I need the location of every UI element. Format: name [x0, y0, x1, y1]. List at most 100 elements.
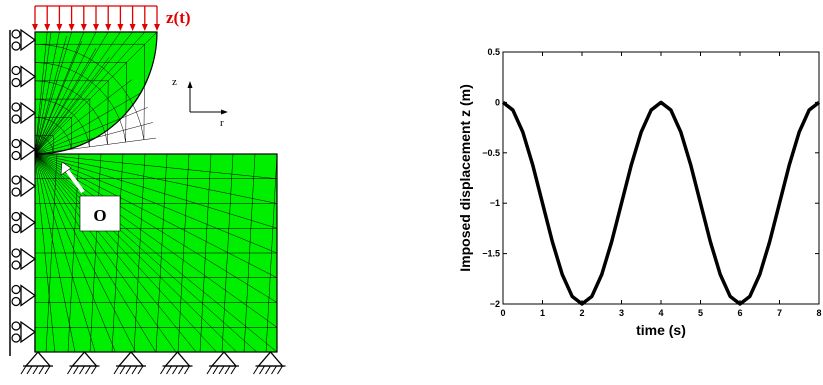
roller-icon [11, 175, 21, 185]
roller-icon [11, 187, 21, 197]
ground-hatch [166, 365, 172, 375]
ground-hatch [125, 365, 132, 375]
support-triangle-icon [20, 28, 37, 52]
ground-hatch [67, 365, 73, 375]
load-arrow-icon [117, 24, 124, 31]
mesh-edge [34, 31, 121, 155]
support-triangle-icon [117, 351, 145, 367]
support-triangle-icon [20, 284, 37, 307]
support-triangle-icon [20, 211, 37, 234]
load-arrow-icon [105, 24, 112, 31]
x-tick-label: 6 [737, 308, 742, 318]
mesh-edge [34, 31, 109, 155]
ground-hatch [224, 365, 231, 375]
mesh-ring [34, 117, 72, 150]
ground-hatch [253, 365, 259, 375]
ground-hatch [206, 365, 213, 375]
ground-hatch [271, 365, 277, 375]
left-roller-supports [11, 28, 37, 344]
roller-icon [11, 77, 21, 88]
roller-icon [11, 284, 21, 295]
roller-icon [11, 321, 21, 331]
ground-hatch [73, 365, 79, 375]
series-line-displacement [501, 100, 821, 306]
mesh-edge [34, 79, 132, 155]
ground-hatch [26, 365, 33, 375]
roller-icon [11, 260, 21, 270]
roller-icon [11, 211, 21, 222]
mesh-ring [34, 43, 146, 140]
ground-hatch [131, 365, 138, 375]
support-triangle-icon [20, 247, 37, 271]
support-triangle-icon [20, 174, 37, 198]
mesh-edge [265, 153, 278, 353]
ground-hatch [160, 365, 166, 375]
x-tick-label: 4 [658, 308, 663, 318]
load-arrow-icon [129, 24, 136, 31]
support-triangle-icon [210, 351, 238, 367]
x-tick-label: 0 [500, 308, 505, 318]
mesh-edge [199, 153, 212, 353]
y-tick-label: 0 [495, 97, 500, 107]
y-tick-label: 0.5 [487, 47, 500, 57]
y-tick-label: −0.5 [482, 148, 500, 158]
distributed-load-arrows [32, 5, 160, 31]
x-tick-label: 7 [777, 308, 782, 318]
mesh-edge [34, 57, 110, 155]
mesh-edge [34, 31, 97, 155]
z-axis-arrow-icon [187, 81, 193, 88]
roller-icon [11, 248, 21, 258]
x-tick-label: 1 [540, 308, 545, 318]
mesh-ring [34, 98, 91, 147]
mesh-edge [34, 122, 153, 155]
ground-hatch [218, 365, 225, 375]
roller-icon [11, 296, 21, 307]
ground-hatch [277, 365, 283, 375]
roller-icon [11, 41, 21, 51]
point-o-label: O [93, 206, 106, 225]
support-triangle-icon [71, 351, 98, 367]
mesh-edge [34, 153, 278, 179]
axis-z-label: z [172, 76, 177, 88]
x-axis-label: time (s) [636, 322, 686, 338]
roller-icon [11, 114, 21, 124]
support-triangle-icon [20, 320, 37, 344]
ground-hatch [44, 365, 51, 375]
mesh-edge [34, 31, 133, 155]
roller-icon [11, 223, 21, 234]
mesh-edge [34, 31, 48, 155]
mesh-edge [34, 36, 67, 155]
mesh-edge [34, 67, 122, 155]
mesh-edge [221, 153, 234, 353]
mesh-edge [34, 41, 82, 155]
ground-hatch [212, 365, 219, 375]
y-tick-label: −1.5 [482, 249, 500, 259]
x-tick-label: 8 [816, 308, 821, 318]
mesh-edge [34, 107, 148, 155]
roller-icon [11, 138, 21, 149]
ground-hatch [178, 365, 184, 375]
axis-r-label: r [220, 117, 224, 129]
mesh-edge [34, 31, 72, 155]
y-tick-label: −2 [490, 299, 500, 309]
ground-hatch [265, 365, 271, 375]
mesh-edge [34, 48, 97, 155]
mesh-edge [34, 31, 145, 155]
load-arrow-icon [68, 24, 75, 31]
mesh-edge [34, 31, 60, 155]
ground-hatch [119, 365, 126, 375]
mesh-edge [34, 92, 141, 155]
arrow-icon [60, 161, 72, 176]
load-arrow-icon [80, 24, 87, 31]
ground-hatch [230, 365, 237, 375]
plot-frame [502, 51, 820, 305]
roller-icon [11, 333, 21, 343]
mesh-edge [177, 153, 190, 353]
ground-hatch [113, 365, 120, 375]
support-triangle-icon [20, 65, 37, 88]
bottom-pinned-supports [20, 351, 286, 375]
mesh-edge [243, 153, 256, 353]
ground-hatch [20, 365, 27, 375]
load-arrow-icon [141, 24, 148, 31]
support-triangle-icon [20, 138, 37, 161]
